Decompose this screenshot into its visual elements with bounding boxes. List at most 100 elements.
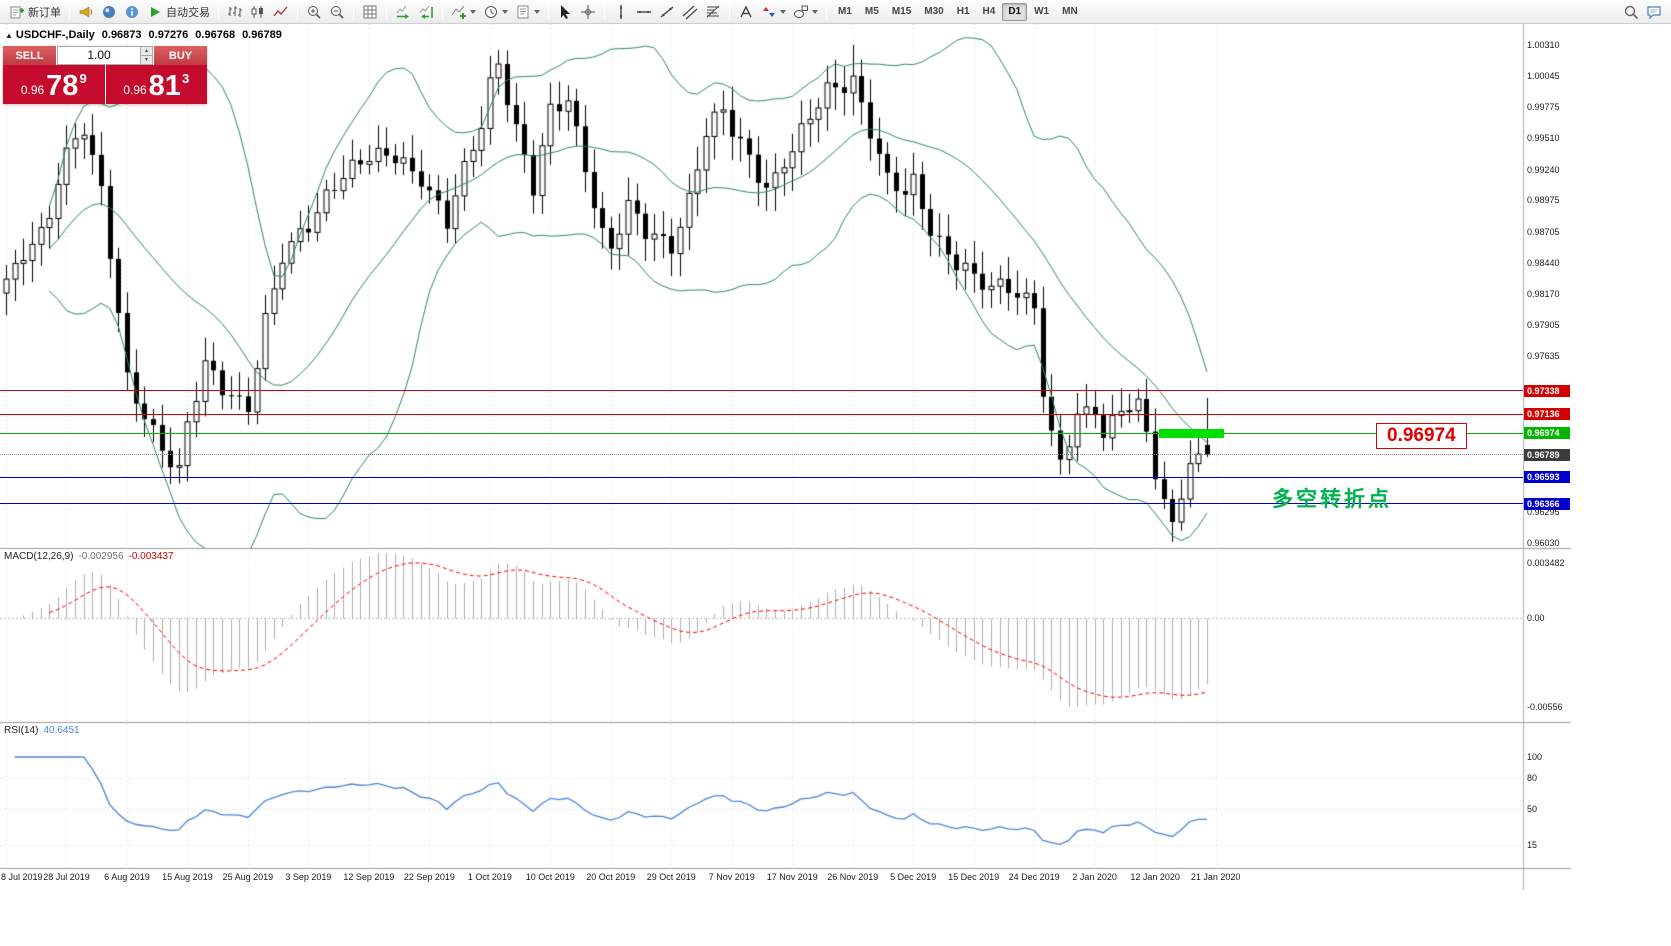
community-button[interactable] bbox=[98, 2, 120, 22]
horizontal-line-icon bbox=[636, 4, 652, 20]
price-tick: 0.98170 bbox=[1527, 289, 1560, 299]
volume-spin-buttons: ▲ ▼ bbox=[140, 47, 152, 64]
candle-chart-button[interactable] bbox=[247, 2, 269, 22]
crosshair-button[interactable] bbox=[577, 2, 599, 22]
volume-increase-button[interactable]: ▲ bbox=[141, 47, 152, 56]
buy-button[interactable]: BUY bbox=[153, 46, 207, 65]
date-label: 12 Jan 2020 bbox=[1130, 872, 1180, 882]
timeframe-H4-button[interactable]: H4 bbox=[977, 3, 1002, 21]
periods-icon bbox=[483, 4, 499, 20]
price-badge-0.96789: 0.96789 bbox=[1524, 448, 1570, 461]
price-callout-label[interactable]: 0.96974 bbox=[1376, 423, 1467, 449]
trendline-button[interactable] bbox=[656, 2, 678, 22]
timeframe-M5-button[interactable]: M5 bbox=[859, 3, 885, 21]
zoom-in-button[interactable] bbox=[303, 2, 325, 22]
channel-icon bbox=[682, 4, 698, 20]
macd-scale-tick: 0.003482 bbox=[1527, 558, 1565, 568]
date-label: 7 Nov 2019 bbox=[708, 872, 755, 882]
level-line-0.97136[interactable] bbox=[0, 413, 1523, 415]
level-line-0.97338[interactable] bbox=[0, 390, 1523, 392]
zoom-out-button[interactable] bbox=[326, 2, 348, 22]
price-tick: 0.97905 bbox=[1527, 319, 1560, 330]
buy-price-sup: 3 bbox=[181, 71, 190, 86]
date-label: 26 Nov 2019 bbox=[827, 872, 879, 882]
templates-button[interactable] bbox=[512, 2, 543, 22]
macd-value-main: -0.002956 bbox=[78, 551, 124, 562]
date-label: 17 Nov 2019 bbox=[766, 872, 818, 882]
chart-canvas[interactable] bbox=[0, 24, 1671, 892]
horn-button[interactable] bbox=[75, 2, 97, 22]
macd-label: MACD(12,26,9) -0.002956 -0.003437 bbox=[4, 551, 174, 562]
price-tick: 1.00310 bbox=[1527, 40, 1560, 50]
indicators-dropdown-caret[interactable] bbox=[470, 9, 476, 14]
search-button[interactable] bbox=[1620, 2, 1642, 22]
sell-price-sup: 9 bbox=[79, 71, 87, 86]
turning-point-label[interactable]: 多空转折点 bbox=[1272, 488, 1392, 511]
date-label: 28 Jul 2019 bbox=[43, 872, 90, 882]
arrows-dropdown-caret[interactable] bbox=[780, 9, 786, 14]
price-tick: 0.98440 bbox=[1527, 257, 1560, 268]
sell-price-box[interactable]: 0.96 78 9 bbox=[3, 65, 105, 104]
toolbar-separator bbox=[826, 3, 827, 20]
cursor-button[interactable] bbox=[554, 2, 576, 22]
level-line-0.96789[interactable] bbox=[0, 454, 1523, 456]
macd-scale-tick: 0.00 bbox=[1527, 613, 1545, 624]
level-line-0.96593[interactable] bbox=[0, 476, 1523, 478]
arrows-button[interactable] bbox=[758, 2, 789, 22]
periods-dropdown-caret[interactable] bbox=[502, 9, 508, 14]
chart-shift-button[interactable] bbox=[415, 2, 437, 22]
chart-title: ▲ USDCHF-,Daily 0.96873 0.97276 0.96768 0.967… bbox=[5, 29, 282, 41]
community-icon bbox=[101, 4, 117, 20]
macd-scale-tick: -0.00556 bbox=[1527, 702, 1563, 712]
bar-chart-icon bbox=[227, 4, 243, 20]
fibonacci-icon bbox=[705, 4, 721, 20]
sell-button[interactable]: SELL bbox=[3, 46, 57, 65]
grid-button[interactable] bbox=[359, 2, 381, 22]
price-tick: 0.96295 bbox=[1527, 507, 1560, 518]
toolbar-separator bbox=[353, 3, 354, 20]
toolbar-separator bbox=[604, 3, 605, 20]
cursor-icon bbox=[557, 4, 573, 20]
timeframe-W1-button[interactable]: W1 bbox=[1028, 3, 1055, 21]
autotrade-icon bbox=[147, 4, 163, 20]
level-line-0.96366[interactable] bbox=[0, 503, 1523, 505]
toolbar-separator bbox=[69, 3, 70, 20]
price-tick: 0.99775 bbox=[1527, 102, 1560, 113]
level-line-0.96974[interactable] bbox=[0, 432, 1523, 434]
highlight-bar[interactable] bbox=[1159, 429, 1225, 439]
periods-button[interactable] bbox=[480, 2, 511, 22]
shapes-dropdown-caret[interactable] bbox=[812, 9, 818, 14]
volume-value[interactable]: 1.00 bbox=[87, 48, 111, 62]
search-icon bbox=[1623, 4, 1639, 20]
volume-stepper[interactable]: 1.00 ▲ ▼ bbox=[57, 46, 153, 65]
horizontal-line-button[interactable] bbox=[633, 2, 655, 22]
fibonacci-button[interactable] bbox=[702, 2, 724, 22]
buy-price-box[interactable]: 0.96 81 3 bbox=[105, 65, 207, 104]
news-button[interactable] bbox=[121, 2, 143, 22]
timeframe-MN-button[interactable]: MN bbox=[1056, 3, 1084, 21]
date-label: 6 Aug 2019 bbox=[104, 872, 150, 882]
indicators-button[interactable] bbox=[448, 2, 479, 22]
volume-decrease-button[interactable]: ▼ bbox=[141, 56, 152, 64]
shapes-button[interactable] bbox=[790, 2, 821, 22]
timeframe-M15-button[interactable]: M15 bbox=[886, 3, 917, 21]
autotrade-button[interactable]: 自动交易 bbox=[144, 2, 213, 22]
autotrade-label: 自动交易 bbox=[166, 6, 210, 19]
bar-chart-button[interactable] bbox=[224, 2, 246, 22]
chat-button[interactable] bbox=[1643, 2, 1665, 22]
vertical-line-button[interactable] bbox=[610, 2, 632, 22]
auto-scroll-button[interactable] bbox=[392, 2, 414, 22]
chat-icon bbox=[1646, 4, 1662, 20]
new-order-button[interactable]: 新订单 bbox=[6, 2, 64, 22]
timeframe-M1-button[interactable]: M1 bbox=[832, 3, 858, 21]
line-chart-icon bbox=[273, 4, 289, 20]
timeframe-D1-button[interactable]: D1 bbox=[1002, 2, 1028, 21]
timeframe-H1-button[interactable]: H1 bbox=[951, 3, 976, 21]
text-button[interactable] bbox=[735, 2, 757, 22]
timeframe-M30-button[interactable]: M30 bbox=[918, 3, 949, 21]
trendline-icon bbox=[659, 4, 675, 20]
line-chart-button[interactable] bbox=[270, 2, 292, 22]
templates-dropdown-caret[interactable] bbox=[534, 9, 540, 14]
buy-price-main: 81 bbox=[148, 70, 181, 102]
channel-button[interactable] bbox=[679, 2, 701, 22]
